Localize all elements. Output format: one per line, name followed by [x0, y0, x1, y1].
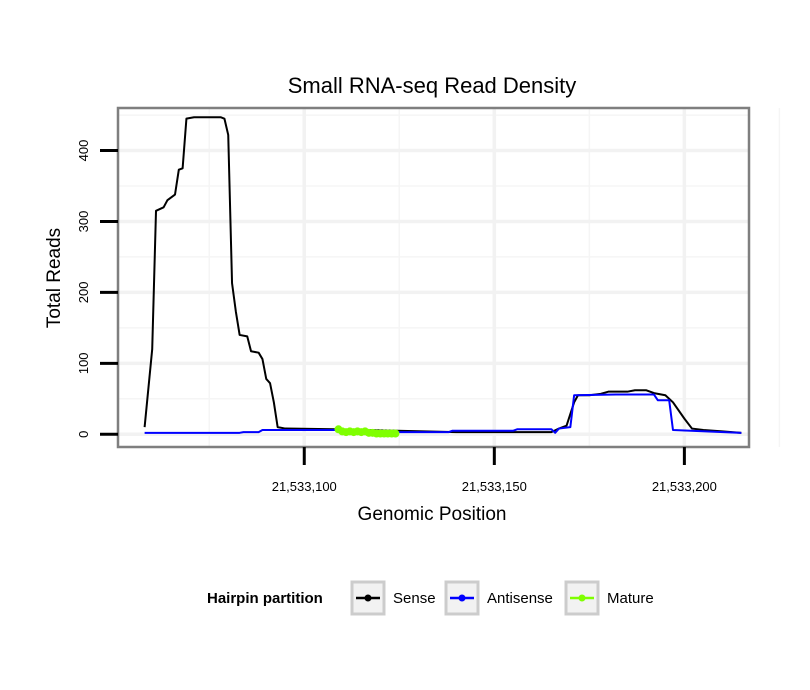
legend-key-point — [458, 594, 466, 602]
plot-border — [116, 106, 751, 449]
mature-data-point — [391, 429, 400, 438]
legend-key-point — [364, 594, 372, 602]
y-tick-label: 100 — [76, 352, 91, 374]
legend-label-mature: Mature — [607, 590, 654, 607]
legend-label-antisense: Antisense — [487, 590, 553, 607]
x-tick-label: 21,533,150 — [462, 479, 527, 494]
y-axis-title: Total Reads — [44, 228, 65, 328]
y-tick-label: 0 — [76, 431, 91, 438]
y-tick-label: 200 — [76, 282, 91, 304]
antisense-series-line — [144, 393, 742, 434]
y-tick-label: 300 — [76, 211, 91, 233]
x-axis-title: Genomic Position — [358, 504, 507, 525]
series-layer — [143, 116, 742, 438]
x-axis: 21,533,100 21,533,150 21,533,200 — [272, 447, 717, 494]
legend-title: Hairpin partition — [207, 590, 323, 607]
y-axis: 0 100 200 300 400 — [76, 140, 118, 438]
major-gridlines — [118, 108, 749, 447]
legend: Hairpin partition Sense Antisense Mature — [207, 580, 654, 616]
x-tick-label: 21,533,200 — [652, 479, 717, 494]
y-tick-label: 400 — [76, 140, 91, 162]
minor-gridlines — [118, 108, 781, 447]
x-tick-label: 21,533,100 — [272, 479, 337, 494]
legend-label-sense: Sense — [393, 590, 436, 607]
chart-title: Small RNA-seq Read Density — [288, 73, 577, 98]
sense-series-line — [143, 116, 742, 434]
legend-key-point — [578, 594, 586, 602]
